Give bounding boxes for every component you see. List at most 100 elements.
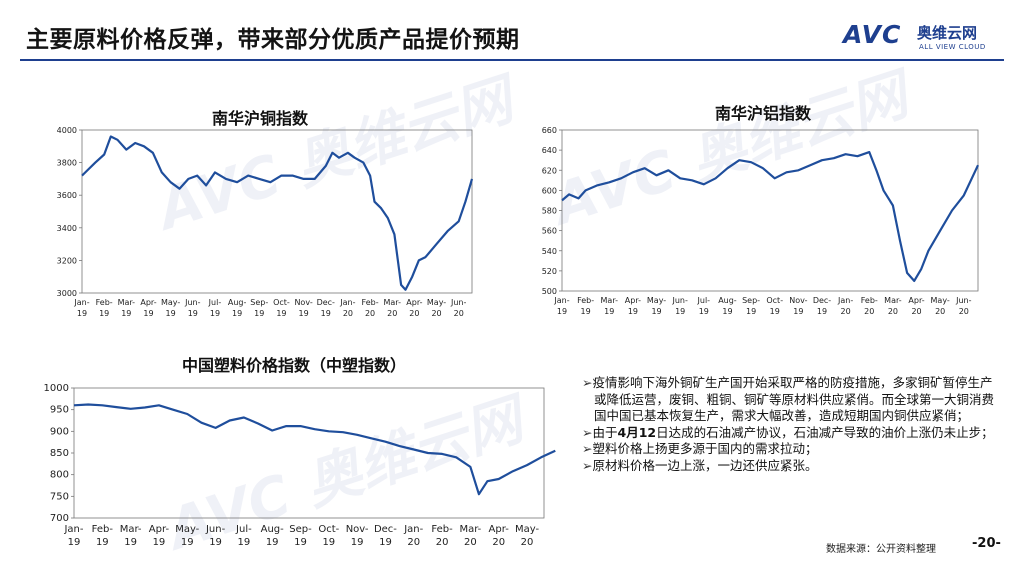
x-tick-label: 20 xyxy=(521,537,534,548)
copper-chart-title: 南华沪铜指数 xyxy=(212,109,309,128)
x-tick-label: Mar- xyxy=(459,524,481,535)
x-tick-label: 19 xyxy=(604,307,614,316)
x-tick-label: 20 xyxy=(935,307,945,316)
y-tick-label: 540 xyxy=(542,247,557,256)
y-tick-label: 3800 xyxy=(57,159,77,168)
y-tick-label: 660 xyxy=(542,126,557,135)
y-tick-label: 4000 xyxy=(57,126,77,135)
x-tick-label: Sep- xyxy=(289,524,312,535)
y-tick-label: 3600 xyxy=(57,191,77,200)
x-tick-label: 19 xyxy=(699,307,709,316)
x-tick-label: Dec- xyxy=(317,298,335,307)
x-tick-label: Sep- xyxy=(742,296,760,305)
x-tick-label: 19 xyxy=(276,309,286,318)
x-tick-label: Apr- xyxy=(489,524,510,535)
x-tick-label: Mar- xyxy=(118,298,136,307)
x-tick-label: Jan- xyxy=(339,298,355,307)
x-tick-label: Jun- xyxy=(450,298,467,307)
x-tick-label: 20 xyxy=(888,307,898,316)
x-tick-label: 19 xyxy=(124,537,137,548)
y-tick-label: 640 xyxy=(542,146,557,155)
x-tick-label: 19 xyxy=(746,307,756,316)
x-tick-label: Aug- xyxy=(261,524,285,535)
x-tick-label: 19 xyxy=(121,309,131,318)
x-tick-label: Mar- xyxy=(120,524,142,535)
logo-mark: AVC xyxy=(843,20,902,49)
x-tick-label: 19 xyxy=(817,307,827,316)
x-tick-label: Jun- xyxy=(955,296,972,305)
y-tick-label: 1000 xyxy=(44,383,69,394)
note-text: 塑料价格上扬更多源于国内的需求拉动； xyxy=(592,441,818,456)
x-tick-label: 19 xyxy=(793,307,803,316)
arrow-bullet-icon: ➢ xyxy=(582,457,593,473)
logo-english-name: ALL VIEW CLOUD xyxy=(919,43,986,51)
x-tick-label: 19 xyxy=(675,307,685,316)
x-tick-label: Apr- xyxy=(140,298,156,307)
note-item: ➢原材料价格一边上涨，一边还供应紧张。 xyxy=(582,458,1002,475)
title-divider xyxy=(20,59,1004,61)
x-tick-label: 19 xyxy=(581,307,591,316)
x-tick-label: 19 xyxy=(188,309,198,318)
x-tick-label: 19 xyxy=(153,537,166,548)
x-tick-label: 20 xyxy=(492,537,505,548)
x-tick-label: 19 xyxy=(68,537,81,548)
note-item: ➢疫情影响下海外铜矿生产国开始采取严格的防疫措施，多家铜矿暂停生产或降低运营，废… xyxy=(582,375,1002,425)
x-tick-label: May- xyxy=(175,524,199,535)
x-tick-label: Jul- xyxy=(208,298,222,307)
x-tick-label: 19 xyxy=(557,307,567,316)
page-title: 主要原料价格反弹，带来部分优质产品提价预期 xyxy=(26,27,520,53)
x-tick-label: Sep- xyxy=(250,298,268,307)
note-text: 原材料价格一边上涨，一边还供应紧张。 xyxy=(592,457,818,473)
x-tick-label: 19 xyxy=(166,309,176,318)
x-tick-label: Nov- xyxy=(789,296,807,305)
x-tick-label: Jun- xyxy=(184,298,201,307)
y-tick-label: 900 xyxy=(50,426,69,437)
x-tick-label: Mar- xyxy=(383,298,401,307)
note-item: ➢塑料价格上扬更多源于国内的需求拉动； xyxy=(582,441,1002,458)
x-tick-label: Jun- xyxy=(671,296,688,305)
note-text: 疫情影响下海外铜矿生产国开始采取严格的防疫措施，多家铜矿暂停生产或降低运营，废铜… xyxy=(592,375,995,423)
x-tick-label: Oct- xyxy=(318,524,339,535)
x-tick-label: Jul- xyxy=(697,296,711,305)
y-tick-label: 560 xyxy=(542,227,557,236)
x-tick-label: 20 xyxy=(431,309,441,318)
page-number: -20- xyxy=(972,536,1001,551)
x-tick-label: 20 xyxy=(407,537,420,548)
x-tick-label: 19 xyxy=(351,537,364,548)
x-tick-label: 19 xyxy=(232,309,242,318)
aluminum-chart-title: 南华沪铝指数 xyxy=(715,104,812,123)
x-tick-label: 20 xyxy=(409,309,419,318)
y-tick-label: 520 xyxy=(542,267,557,276)
x-tick-label: Feb- xyxy=(577,296,594,305)
x-tick-label: Jan- xyxy=(63,524,83,535)
data-source-note: 数据来源：公开资料整理 xyxy=(826,544,936,555)
y-tick-label: 620 xyxy=(542,166,557,175)
x-tick-label: Feb- xyxy=(861,296,878,305)
x-tick-label: Feb- xyxy=(362,298,379,307)
y-tick-label: 600 xyxy=(542,186,557,195)
x-tick-label: May- xyxy=(161,298,180,307)
x-tick-label: 19 xyxy=(294,537,307,548)
x-tick-label: 20 xyxy=(464,537,477,548)
commentary-notes: ➢ 疫情影响下海外铜矿生产国开始采取严格的防疫措施，多家铜矿暂停生产或降低运营，废… xyxy=(582,375,1002,474)
x-tick-label: 20 xyxy=(387,309,397,318)
y-tick-label: 580 xyxy=(542,207,557,216)
plot-frame xyxy=(81,129,473,294)
x-tick-label: 19 xyxy=(99,309,109,318)
x-tick-label: 19 xyxy=(321,309,331,318)
x-tick-label: 20 xyxy=(454,309,464,318)
x-tick-label: Nov- xyxy=(346,524,369,535)
x-tick-label: 20 xyxy=(959,307,969,316)
x-tick-label: 20 xyxy=(911,307,921,316)
x-tick-label: May- xyxy=(427,298,446,307)
x-tick-label: May- xyxy=(931,296,950,305)
x-tick-label: Apr- xyxy=(908,296,924,305)
y-tick-label: 3000 xyxy=(57,289,77,298)
x-tick-label: 19 xyxy=(722,307,732,316)
note-highlight: 4月12 xyxy=(617,424,657,440)
note-text: 日达成的石油减产协议，石油减产导致的油价上涨仍未止步； xyxy=(656,424,994,440)
x-tick-label: 19 xyxy=(266,537,279,548)
x-tick-label: Jan- xyxy=(837,296,853,305)
